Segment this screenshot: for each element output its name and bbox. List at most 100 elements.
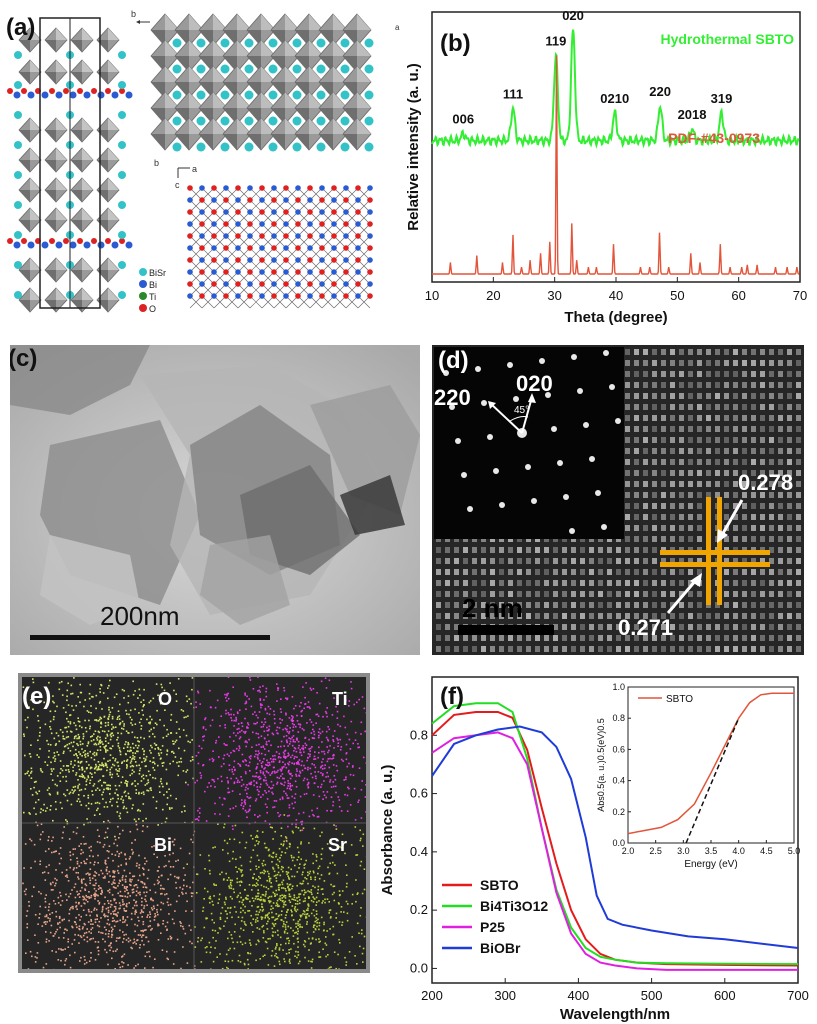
xrd-xtick-label: 60 <box>731 288 745 303</box>
xrd-legend-hydrothermal: Hydrothermal SBTO <box>660 31 794 47</box>
xrd-x-axis-label: Theta (degree) <box>564 309 667 326</box>
crystal-structure-graphic: b a b a c BiSr Bi Ti O <box>7 9 400 314</box>
tauc-ytick-label: 0.2 <box>612 807 625 817</box>
tauc-ytick-label: 0.4 <box>612 776 625 786</box>
panel-b-label: (b) <box>440 30 471 57</box>
tauc-xtick-label: 3.0 <box>677 846 690 856</box>
panel-a-label: (a) <box>6 14 36 41</box>
xrd-peak-label-2018: 2018 <box>678 107 707 122</box>
uv-x-axis-label: Wavelength/nm <box>560 1006 670 1023</box>
lattice-spacing-cross <box>660 497 770 605</box>
eds-bi-label: Bi <box>154 835 172 855</box>
tauc-series-fit <box>685 717 740 844</box>
saed-inset: 45° 220 020 <box>434 347 624 539</box>
xrd-xtick-label: 50 <box>670 288 684 303</box>
tauc-xtick-label: 3.5 <box>705 846 718 856</box>
spacing-bottom-label: 0.271 <box>618 615 673 640</box>
uv-series-p25 <box>431 731 798 971</box>
axis-b-label: b <box>131 9 136 19</box>
eds-ti-label: Ti <box>332 689 348 709</box>
uv-series-bi4ti3o12 <box>431 702 799 966</box>
uv-ytick-label: 0.4 <box>410 844 428 859</box>
tauc-legend-label: SBTO <box>666 694 693 705</box>
tauc-ytick-label: 0.8 <box>612 713 625 723</box>
xrd-peak-label-111: 111 <box>503 86 523 101</box>
eds-sr-label: Sr <box>328 835 347 855</box>
xrd-series-hydrothermal-sbto <box>431 29 800 149</box>
axis-c-mid-label: c <box>175 180 180 190</box>
panel-e-eds-maps: O Ti Bi Sr (e) <box>18 673 370 973</box>
uv-y-axis-label: Absorbance (a. u.) <box>380 765 396 896</box>
uv-ytick-label: 0.0 <box>410 960 428 975</box>
uv-xtick-label: 600 <box>714 988 736 1003</box>
xrd-xtick-label: 30 <box>547 288 561 303</box>
tauc-xtick-label: 2.5 <box>649 846 662 856</box>
tauc-y-axis-label: Abs0.5(a. u.)0.5(eV)0.5 <box>596 718 606 812</box>
uv-xtick-label: 200 <box>421 988 443 1003</box>
uv-xtick-label: 700 <box>787 988 809 1003</box>
tauc-xtick-label: 4.5 <box>760 846 773 856</box>
hrtem-scalebar-label: 2 nm <box>462 593 523 623</box>
axis-b-mid-label: b <box>154 158 159 168</box>
panel-a-crystal-structure: b a b a c BiSr Bi Ti O (a) <box>0 0 400 320</box>
panel-f-uvvis-chart: 200 300 400 500 600 700 0.0 0.2 0.4 0.6 0.8 Wavelen… <box>380 665 817 1024</box>
tauc-xtick-label: 4.0 <box>732 846 745 856</box>
uv-legend-label-bi4ti3o12: Bi4Ti3O12 <box>480 898 548 914</box>
tauc-xtick-label: 5.0 <box>788 846 801 856</box>
saed-angle: 45° <box>514 405 529 416</box>
xrd-peak-label-119: 119 <box>545 34 566 49</box>
hrtem-scalebar <box>458 625 554 635</box>
tauc-ytick-label: 1.0 <box>612 682 625 692</box>
uv-legend-label-p25: P25 <box>480 919 505 935</box>
xrd-frame <box>431 11 801 283</box>
tem-micrograph: 200nm <box>10 345 420 655</box>
xrd-peak-label-0210: 0210 <box>600 91 629 106</box>
tauc-x-axis-label: Energy (eV) <box>684 859 737 870</box>
legend-ti: Ti <box>149 292 156 302</box>
tauc-ytick-label: 0.6 <box>612 744 625 754</box>
axis-indicator-mid: b a c <box>154 158 197 190</box>
xrd-series-pdf-reference <box>432 55 800 275</box>
legend-o: O <box>149 304 156 314</box>
uv-ytick-label: 0.2 <box>410 902 428 917</box>
panel-d-hrtem-image: 45° 220 020 0.278 0.271 2 nm (d) <box>432 345 804 655</box>
panel-f-label: (f) <box>440 683 464 710</box>
atom-legend: BiSr Bi Ti O <box>139 268 166 314</box>
uv-frame <box>431 676 799 984</box>
panel-e-label: (e) <box>22 683 52 710</box>
tauc-inset-frame <box>627 686 795 844</box>
uv-xtick-label: 500 <box>641 988 663 1003</box>
eds-o-label: O <box>158 689 172 709</box>
xrd-xtick-label: 70 <box>793 288 807 303</box>
xrd-xtick-label: 10 <box>425 288 439 303</box>
xrd-peak-label-220: 220 <box>649 84 671 99</box>
spacing-bottom-arrow <box>666 579 698 614</box>
axis-a-mid-label: a <box>192 164 197 174</box>
uv-xtick-label: 400 <box>568 988 590 1003</box>
xrd-xtick-label: 20 <box>486 288 500 303</box>
lattice-view-structure <box>187 185 373 309</box>
uv-xtick-label: 300 <box>494 988 516 1003</box>
saed-020-label: 020 <box>516 371 553 396</box>
xrd-y-axis-label: Relative intensity (a. u.) <box>405 63 422 231</box>
xrd-legend-pdf: PDF-#43-0973 <box>668 130 760 146</box>
panel-c-label: (c) <box>10 345 38 372</box>
uv-legend-label-sbto: SBTO <box>480 877 519 893</box>
tauc-series-sbto <box>627 692 794 835</box>
side-view-structure <box>7 17 133 313</box>
legend-bi: Bi <box>149 280 157 290</box>
saed-220-label: 220 <box>434 385 471 410</box>
uv-ytick-label: 0.6 <box>410 786 428 801</box>
axis-indicator-top: b a <box>131 9 400 32</box>
panel-d-label: (d) <box>438 347 469 374</box>
xrd-peak-label-006: 006 <box>452 112 474 127</box>
uv-ytick-label: 0.8 <box>410 727 428 742</box>
legend-bisr-dot <box>139 268 147 276</box>
tem-scalebar-label: 200nm <box>100 601 180 631</box>
xrd-plot: 10 20 30 40 50 60 70 Theta (degree) Relative int… <box>405 8 807 326</box>
legend-bi-dot <box>139 280 147 288</box>
tauc-ytick-label: 0.0 <box>612 838 625 848</box>
legend-bisr: BiSr <box>149 268 166 278</box>
top-view-structure <box>150 13 374 152</box>
eds-map-grid: O Ti Bi Sr <box>22 677 366 969</box>
